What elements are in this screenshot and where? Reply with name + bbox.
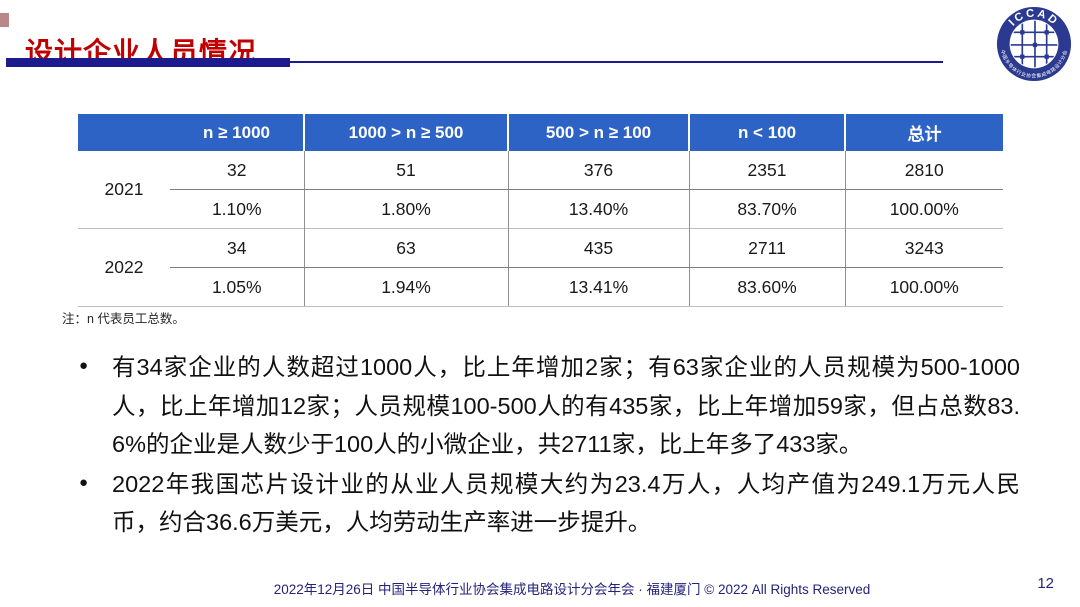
table-cell: 376 <box>507 151 689 190</box>
table-footnote: 注：n 代表员工总数。 <box>62 312 185 326</box>
iccad-logo-icon: ICCAD 中国半导体行业协会集成电路设计分会 <box>996 6 1072 82</box>
table-cell: 83.70% <box>688 189 845 229</box>
bullet-text: 2022年我国芯片设计业的从业人员规模大约为23.4万人，人均产值为249.1万… <box>112 470 1020 536</box>
bullet-icon: ● <box>79 357 89 374</box>
table-cell: 63 <box>303 228 508 268</box>
bullet-list: ● 有34家企业的人数超过1000人，比上年增加2家；有63家企业的人员规模为5… <box>75 348 1020 543</box>
table-cell: 1.94% <box>303 267 508 307</box>
table-row-2021-counts: 2021 32 51 376 2351 2810 <box>78 151 1003 229</box>
table-cell: 13.41% <box>507 267 689 307</box>
table-cell: 2810 <box>844 151 1003 190</box>
column-header: n ≥ 1000 <box>170 114 304 151</box>
column-header: 总计 <box>844 114 1003 151</box>
page-number: 12 <box>1037 575 1054 592</box>
table-cell: 51 <box>303 151 508 190</box>
table-cell: 83.60% <box>688 267 845 307</box>
table-cell: 1.05% <box>170 267 304 307</box>
title-underline-thin <box>290 61 943 63</box>
table-row-2022-counts: 2022 34 63 435 2711 3243 <box>78 228 1003 307</box>
logo-grid-nodes <box>1020 30 1049 59</box>
table-cell: 100.00% <box>844 189 1003 229</box>
bullet-text: 有34家企业的人数超过1000人，比上年增加2家；有63家企业的人员规模为500… <box>112 354 1020 457</box>
column-header: 500 > n ≥ 100 <box>507 114 689 151</box>
footer-credits: 2022年12月26日 中国半导体行业协会集成电路设计分会年会 · 福建厦门 ©… <box>273 582 871 597</box>
table-cell: 32 <box>170 151 304 190</box>
table-header-row: n ≥ 1000 1000 > n ≥ 500 500 > n ≥ 100 n … <box>78 114 1003 151</box>
personnel-table: n ≥ 1000 1000 > n ≥ 500 500 > n ≥ 100 n … <box>78 114 1003 307</box>
year-label: 2022 <box>78 228 170 307</box>
column-header: n < 100 <box>688 114 845 151</box>
table-cell: 100.00% <box>844 267 1003 307</box>
table-cell: 435 <box>507 228 689 268</box>
table-cell: 34 <box>170 228 304 268</box>
title-underline-thick <box>6 58 290 67</box>
logo-grid-pattern <box>1010 20 1058 68</box>
table-cell: 1.10% <box>170 189 304 229</box>
column-header: 1000 > n ≥ 500 <box>303 114 508 151</box>
table-cell: 2351 <box>688 151 845 190</box>
table-row-2021-percents: 1.10% 1.80% 13.40% 83.70% 100.00% <box>78 189 1003 229</box>
table-cell: 13.40% <box>507 189 689 229</box>
table-cell: 3243 <box>844 228 1003 268</box>
corner-accent <box>0 13 9 27</box>
table-cell: 2711 <box>688 228 845 268</box>
year-label: 2021 <box>78 151 170 229</box>
bullet-icon: ● <box>79 473 89 491</box>
bullet-item: ● 有34家企业的人数超过1000人，比上年增加2家；有63家企业的人员规模为5… <box>75 348 1020 464</box>
bullet-item: ● 2022年我国芯片设计业的从业人员规模大约为23.4万人，人均产值为249.… <box>75 465 1020 542</box>
table-cell: 1.80% <box>303 189 508 229</box>
column-header-blank <box>78 114 170 151</box>
table-row-2022-percents: 1.05% 1.94% 13.41% 83.60% 100.00% <box>78 267 1003 307</box>
